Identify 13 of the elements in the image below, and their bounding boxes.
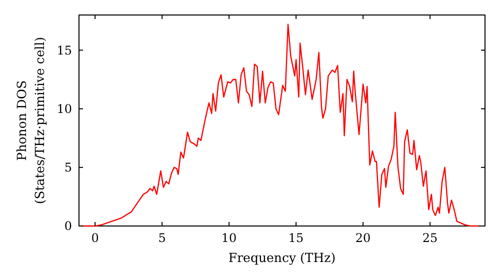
y-tick-label: 0 bbox=[64, 219, 72, 234]
y-tick-label: 15 bbox=[56, 43, 72, 58]
line-series bbox=[81, 24, 479, 227]
x-tick-label: 0 bbox=[91, 231, 99, 245]
y-axis-title: Phonon DOS (States/THz·primitive cell) bbox=[14, 36, 47, 204]
x-tick-label: 10 bbox=[221, 231, 237, 245]
x-axis-title: Frequency (THz) bbox=[228, 250, 336, 265]
y-tick-label: 10 bbox=[56, 102, 72, 116]
x-tick-label: 15 bbox=[288, 231, 304, 245]
x-tick-label: 25 bbox=[422, 231, 438, 245]
y-tick-label: 5 bbox=[64, 160, 72, 175]
x-tick-label: 20 bbox=[355, 231, 371, 245]
x-tick-label: 5 bbox=[158, 231, 166, 245]
